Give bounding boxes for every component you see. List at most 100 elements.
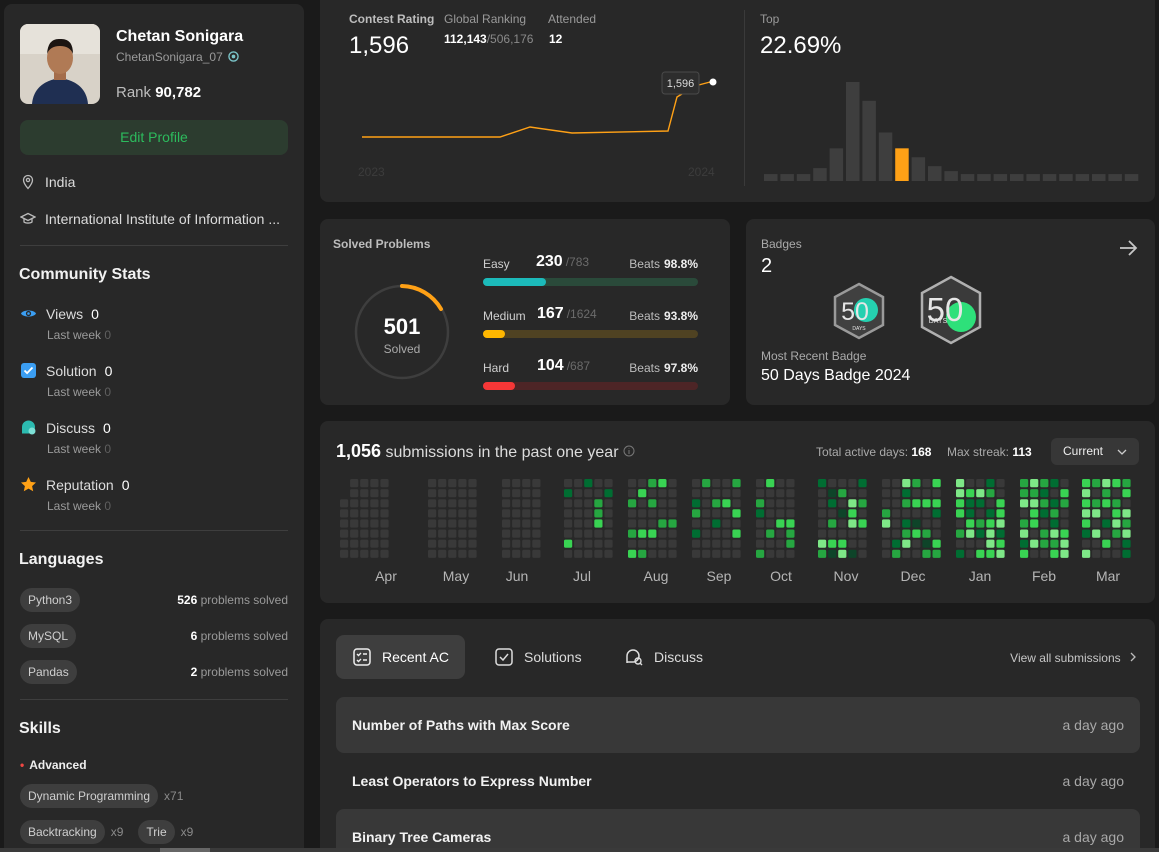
view-all-submissions-link[interactable]: View all submissions (1010, 651, 1137, 665)
heatmap-cell (428, 499, 437, 508)
heatmap-cell (1092, 529, 1101, 538)
heatmap-cell (912, 549, 921, 558)
heatmap-cell (350, 519, 359, 528)
heatmap-cell (380, 499, 389, 508)
heatmap-cell (858, 489, 867, 498)
arrow-right-icon[interactable] (1117, 237, 1139, 259)
badge-days-label: DAYS (929, 318, 948, 325)
heatmap-cell (732, 509, 741, 518)
problem-title[interactable]: Number of Paths with Max Score (352, 717, 570, 733)
solved-ring[interactable]: 501 Solved (353, 283, 451, 381)
heatmap-cell (882, 509, 891, 518)
contest-rating-label: Contest Rating (349, 12, 435, 26)
info-icon[interactable] (623, 445, 635, 457)
heatmap-cell (732, 519, 741, 528)
language-chip[interactable]: Pandas (20, 660, 77, 684)
heatmap-cell (1122, 509, 1131, 518)
rating-line-chart[interactable]: 1,596 2023 2024 (350, 60, 730, 185)
heatmap-cell (722, 499, 731, 508)
heatmap-cell (766, 539, 775, 548)
heatmap-cell (702, 529, 711, 538)
heatmap-cell (350, 479, 359, 488)
heatmap-cell (732, 539, 741, 548)
histogram-bar (1108, 174, 1122, 181)
problem-title[interactable]: Least Operators to Express Number (352, 773, 592, 789)
tab-solutions[interactable]: Solutions (478, 635, 598, 679)
badges-title: Badges (761, 237, 802, 251)
heatmap-cell (468, 499, 477, 508)
location-pin-icon (22, 174, 34, 190)
community-stat-value: 0 (103, 419, 111, 436)
heatmap-cell (892, 479, 901, 488)
heatmap-cell (882, 479, 891, 488)
heatmap-cell (838, 529, 847, 538)
year-end-label: 2024 (688, 165, 715, 179)
heatmap-cell (838, 549, 847, 558)
heatmap-cell (1112, 519, 1121, 528)
difficulty-progress-fill (483, 382, 516, 390)
heatmap-cell (668, 479, 677, 488)
scrollbar-thumb[interactable] (160, 848, 210, 852)
horizontal-scrollbar[interactable] (0, 848, 1159, 852)
heatmap-cell (628, 519, 637, 528)
heatmap-cell (786, 499, 795, 508)
heatmap-cell (702, 539, 711, 548)
year-dropdown[interactable]: Current (1051, 438, 1139, 465)
avatar[interactable] (20, 24, 100, 104)
skill-chip[interactable]: Trie (138, 820, 175, 844)
edit-profile-button[interactable]: Edit Profile (20, 120, 288, 155)
heatmap-cell (564, 549, 573, 558)
heatmap-cell (564, 499, 573, 508)
tab-discuss[interactable]: Discuss (608, 635, 719, 679)
heatmap-cell (912, 489, 921, 498)
problem-row[interactable]: Least Operators to Express Number a day a… (336, 753, 1140, 809)
skill-chip[interactable]: Dynamic Programming (20, 784, 159, 808)
heatmap-cell (776, 519, 785, 528)
heatmap-cell (594, 549, 603, 558)
tab-recent-ac[interactable]: Recent AC (336, 635, 465, 679)
heatmap-cell (722, 489, 731, 498)
language-chip[interactable]: MySQL (20, 624, 77, 648)
heatmap-cell (956, 499, 965, 508)
heatmap-cell (428, 509, 437, 518)
language-chip[interactable]: Python3 (20, 588, 81, 612)
rating-distribution-histogram[interactable] (760, 76, 1140, 186)
heatmap-cell (818, 549, 827, 558)
heatmap-cell (638, 539, 647, 548)
badge-50-days-icon[interactable]: 50 DAYS (832, 282, 886, 340)
heatmap-cell (976, 509, 985, 518)
problem-row[interactable]: Binary Tree Cameras a day ago (336, 809, 1140, 852)
heatmap-cell (564, 519, 573, 528)
star-icon (21, 477, 36, 492)
heatmap-cell (502, 519, 511, 528)
heatmap-cell (818, 489, 827, 498)
badge-50-days-large-icon[interactable]: 50 DAYS (918, 274, 984, 346)
heatmap-cell (658, 549, 667, 558)
heatmap-cell (360, 489, 369, 498)
heatmap-cell (1020, 549, 1029, 558)
heatmap-cell (692, 489, 701, 498)
problem-row[interactable]: Number of Paths with Max Score a day ago (336, 697, 1140, 753)
problem-title[interactable]: Binary Tree Cameras (352, 829, 492, 845)
skill-chip[interactable]: Backtracking (20, 820, 105, 844)
rating-history-line (362, 81, 711, 138)
heatmap-cell (756, 549, 765, 558)
heatmap-cell (564, 529, 573, 538)
heatmap-cell (722, 519, 731, 528)
school[interactable]: International Institute of Information .… (20, 211, 290, 227)
chat-icon (22, 420, 36, 435)
heatmap-cell (458, 549, 467, 558)
heatmap-cell (986, 489, 995, 498)
heatmap-cell (658, 489, 667, 498)
heatmap-cell (912, 499, 921, 508)
month-label: Dec (901, 568, 926, 584)
heatmap-cell (1040, 539, 1049, 548)
histogram-bar (862, 100, 876, 181)
heatmap-grid[interactable]: Apr May Jun Jul Aug Sep Oct Nov Dec Jan Feb Mar (336, 479, 1144, 591)
heatmap-cell (512, 539, 521, 548)
heatmap-cell (892, 509, 901, 518)
heatmap-cell (370, 529, 379, 538)
histogram-bar (1124, 174, 1139, 181)
heatmap-cell (370, 479, 379, 488)
heatmap-cell (818, 529, 827, 538)
